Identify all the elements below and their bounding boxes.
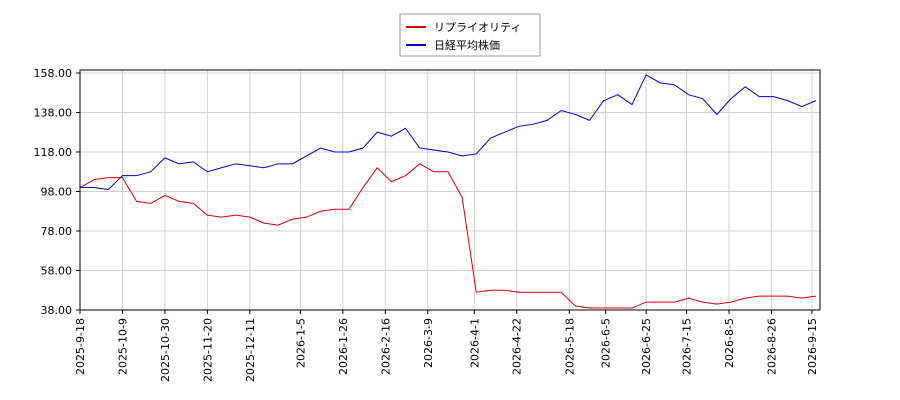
x-tick-label: 2026-3-9 bbox=[422, 318, 435, 368]
x-tick-label: 2025-10-30 bbox=[159, 318, 172, 382]
x-tick-label: 2026-8-26 bbox=[765, 318, 778, 375]
y-tick-label: 98.00 bbox=[41, 185, 73, 198]
x-tick-label: 2026-2-16 bbox=[379, 318, 392, 375]
x-tick-label: 2025-9-18 bbox=[74, 318, 87, 375]
x-tick-label: 2025-11-20 bbox=[201, 318, 214, 382]
x-tick-label: 2026-1-26 bbox=[337, 318, 350, 375]
y-tick-label: 78.00 bbox=[41, 225, 73, 238]
legend-label: リプライオリティ bbox=[434, 21, 521, 34]
x-tick-label: 2025-12-11 bbox=[244, 318, 257, 382]
y-tick-label: 38.00 bbox=[41, 304, 73, 317]
legend-label: 日経平均株価 bbox=[434, 38, 500, 52]
x-tick-label: 2026-6-25 bbox=[640, 318, 653, 375]
y-tick-label: 58.00 bbox=[41, 264, 73, 277]
x-tick-label: 2026-6-5 bbox=[600, 318, 613, 368]
legend-box bbox=[399, 13, 541, 57]
y-tick-label: 158.00 bbox=[34, 67, 73, 80]
x-tick-label: 2026-7-15 bbox=[681, 318, 694, 375]
y-tick-label: 118.00 bbox=[34, 146, 73, 159]
series-line bbox=[79, 163, 817, 309]
x-tick-label: 2026-5-18 bbox=[563, 318, 576, 375]
series-line bbox=[80, 74, 817, 191]
y-tick-label: 138.00 bbox=[34, 106, 73, 119]
x-tick-label: 2026-4-22 bbox=[511, 318, 524, 375]
x-tick-label: 2026-4-1 bbox=[468, 318, 481, 368]
plot-frame bbox=[79, 69, 821, 311]
x-tick-label: 2026-8-5 bbox=[723, 318, 736, 368]
x-tick-label: 2025-10-9 bbox=[116, 318, 129, 375]
x-tick-label: 2026-9-15 bbox=[806, 318, 819, 375]
x-tick-label: 2026-1-5 bbox=[294, 318, 307, 368]
